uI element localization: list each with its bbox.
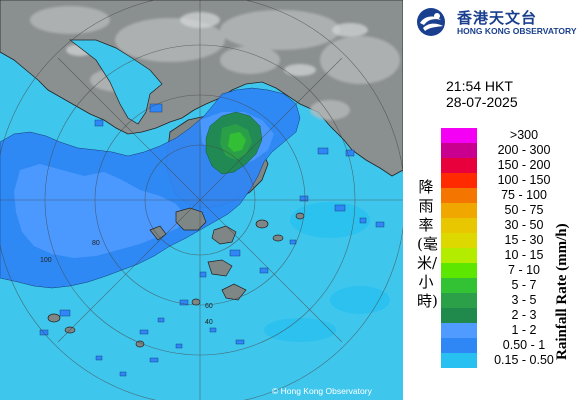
legend-range-label: 10 - 15 bbox=[504, 248, 544, 262]
rain-cells bbox=[39, 103, 385, 377]
timestamp-date: 28-07-2025 bbox=[446, 94, 518, 110]
legend-swatch bbox=[441, 158, 477, 173]
rain-area-moderate bbox=[14, 164, 186, 258]
legend-range-label: 3 - 5 bbox=[511, 293, 537, 307]
legend-row: 10 - 15 bbox=[441, 248, 577, 263]
legend-swatch bbox=[441, 338, 477, 353]
legend-row: 0.15 - 0.50 bbox=[441, 353, 577, 368]
legend-range-label: 150 - 200 bbox=[497, 158, 551, 172]
legend-row: 5 - 7 bbox=[441, 278, 577, 293]
observatory-name-en: HONG KONG OBSERVATORY bbox=[457, 26, 577, 36]
legend-row: >300 bbox=[441, 128, 577, 143]
legend-range-label: 0.15 - 0.50 bbox=[494, 353, 554, 367]
legend-panel: 香港天文台 HONG KONG OBSERVATORY 21:54 HKT 28… bbox=[403, 0, 577, 400]
legend-row: 30 - 50 bbox=[441, 218, 577, 233]
legend-swatch bbox=[441, 353, 477, 368]
rain-area-heavy-3 bbox=[228, 132, 246, 152]
legend-range-label: >300 bbox=[509, 128, 539, 142]
legend-range-label: 75 - 100 bbox=[501, 188, 547, 202]
ring-label: 40 bbox=[205, 319, 213, 326]
river-estuary bbox=[68, 39, 163, 125]
legend-swatch bbox=[441, 263, 477, 278]
legend-row: 15 - 30 bbox=[441, 233, 577, 248]
legend-row: 7 - 10 bbox=[441, 263, 577, 278]
ring-label: 100 bbox=[40, 257, 52, 264]
legend-range-label: 2 - 3 bbox=[511, 308, 537, 322]
range-ring-labels: 40 60 80 100 bbox=[40, 240, 213, 326]
legend-title-cn: 降雨率(毫米/小時) bbox=[417, 178, 438, 310]
legend-range-label: 0.50 - 1 bbox=[502, 338, 546, 352]
islands bbox=[47, 207, 305, 348]
observatory-logo: 香港天文台 HONG KONG OBSERVATORY bbox=[415, 6, 577, 40]
rain-light-patches bbox=[264, 202, 390, 342]
legend-row: 200 - 300 bbox=[441, 143, 577, 158]
legend-swatch bbox=[441, 128, 477, 143]
legend-row: 100 - 150 bbox=[441, 173, 577, 188]
observatory-name-cn: 香港天文台 bbox=[457, 9, 538, 27]
legend-range-label: 30 - 50 bbox=[504, 218, 544, 232]
ring-label: 60 bbox=[205, 303, 213, 310]
legend-range-label: 15 - 30 bbox=[504, 233, 544, 247]
legend-swatch bbox=[441, 293, 477, 308]
legend-range-label: 100 - 150 bbox=[497, 173, 551, 187]
legend-swatch bbox=[441, 143, 477, 158]
legend-range-label: 5 - 7 bbox=[511, 278, 537, 292]
radar-image: 40 60 80 100 bbox=[0, 0, 403, 400]
copyright-text: © Hong Kong Observatory bbox=[272, 386, 372, 396]
legend-swatch bbox=[441, 188, 477, 203]
legend-swatch bbox=[441, 203, 477, 218]
legend-row: 75 - 100 bbox=[441, 188, 577, 203]
legend-swatch bbox=[441, 308, 477, 323]
ring-label: 80 bbox=[92, 240, 100, 247]
legend-row: 50 - 75 bbox=[441, 203, 577, 218]
legend-swatch bbox=[441, 173, 477, 188]
legend-swatch bbox=[441, 233, 477, 248]
radar-map: 40 60 80 100 © Hong Kong Observatory bbox=[0, 0, 403, 400]
legend-swatch bbox=[441, 248, 477, 263]
legend-row: 1 - 2 bbox=[441, 323, 577, 338]
range-rings bbox=[0, 0, 403, 400]
legend-swatch bbox=[441, 218, 477, 233]
legend-range-label: 200 - 300 bbox=[497, 143, 551, 157]
timestamp-time: 21:54 HKT bbox=[446, 78, 513, 94]
legend-row: 150 - 200 bbox=[441, 158, 577, 173]
legend-row: 0.50 - 1 bbox=[441, 338, 577, 353]
legend-row: 3 - 5 bbox=[441, 293, 577, 308]
legend-row: 2 - 3 bbox=[441, 308, 577, 323]
legend-range-label: 1 - 2 bbox=[511, 323, 537, 337]
legend-swatch bbox=[441, 323, 477, 338]
legend-swatch bbox=[441, 278, 477, 293]
legend-range-label: 7 - 10 bbox=[508, 263, 540, 277]
hko-logo-icon bbox=[417, 8, 445, 36]
legend-range-label: 50 - 75 bbox=[504, 203, 544, 217]
